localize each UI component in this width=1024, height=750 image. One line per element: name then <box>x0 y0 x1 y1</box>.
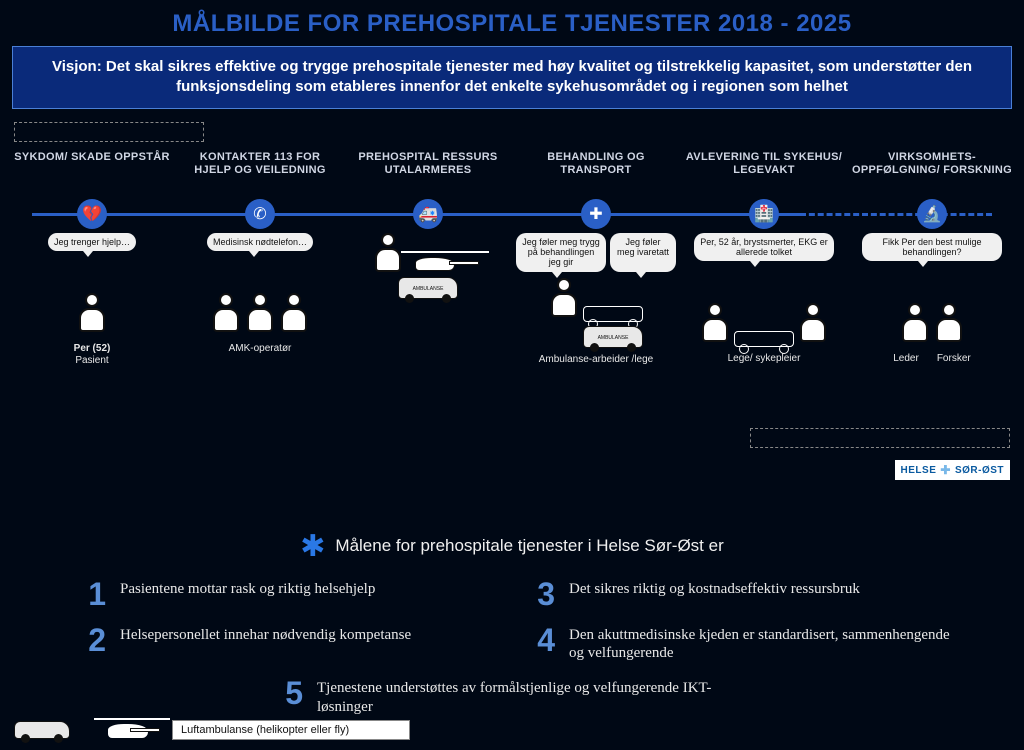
scene-caption-text: Lege/ sykepleier <box>728 353 801 364</box>
goal-number: 4 <box>519 624 555 656</box>
stage-header: AVLEVERING TIL SYKEHUS/ LEGEVAKT <box>684 151 844 179</box>
scene-caption-text: AMK-operatør <box>229 343 292 354</box>
scene-caption: Ambulanse-arbeider /lege <box>539 354 654 366</box>
stage-headers: SYKDOM/ SKADE OPPSTÅR KONTAKTER 113 FOR … <box>12 151 1012 179</box>
star-of-life-icon: ✱ <box>300 529 325 564</box>
goals-title-row: ✱ Målene for prehospitale tjenester i He… <box>0 529 1024 564</box>
scene-caption: AMK-operatør <box>229 343 292 355</box>
scene-caption: Leder Forsker <box>893 353 970 365</box>
person-patient <box>77 293 107 337</box>
goal-number: 5 <box>267 677 303 717</box>
scene: Per, 52 år, brystsmerter, EKG er allered… <box>684 233 844 393</box>
scene-caption: Lege/ sykepleier <box>728 353 801 365</box>
thought-bubble: Jeg trenger hjelp… <box>48 233 136 251</box>
goal-text: Det sikres riktig og kostnadseffektiv re… <box>569 578 954 599</box>
person-operator <box>279 293 309 337</box>
dashed-placeholder-top <box>14 122 204 142</box>
person-leader <box>900 303 930 347</box>
stage-header: KONTAKTER 113 FOR HJELP OG VEILEDNING <box>180 151 340 179</box>
stretcher-icon <box>734 331 794 347</box>
scene-caption: Per (52) Pasient <box>74 343 111 367</box>
logo-cross-icon: ✚ <box>940 463 951 477</box>
logo-text-left: HELSE <box>901 465 937 476</box>
goal-5-row: 5 Tjenestene understøttes av formålstjen… <box>0 677 1024 717</box>
timeline: SYKDOM/ SKADE OPPSTÅR KONTAKTER 113 FOR … <box>12 151 1012 451</box>
timeline-icons: 💔 ✆ 🚑 ✚ 🏥 🔬 <box>12 199 1012 229</box>
stethoscope-icon: ✚ <box>581 199 611 229</box>
person-medic <box>700 303 730 347</box>
scene: Jeg trenger hjelp… Per (52) Pasient <box>12 233 172 393</box>
phone-icon: ✆ <box>245 199 275 229</box>
ambulance-vehicle-icon: AMBULANSE <box>398 277 458 299</box>
thought-bubble: Fikk Per den best mulige behandlingen? <box>862 233 1002 262</box>
dashed-placeholder-bottom <box>750 428 1010 448</box>
legend-footer: Luftambulanse (helikopter eller fly) <box>14 718 1010 742</box>
goal-text: Tjenestene understøttes av formålstjenli… <box>317 677 757 717</box>
scene-caption-text: Ambulanse-arbeider /lege <box>539 354 654 365</box>
goal-number: 1 <box>70 578 106 610</box>
vision-label: Visjon: <box>52 58 102 75</box>
microscope-icon: 🔬 <box>917 199 947 229</box>
stage-header: BEHANDLING OG TRANSPORT <box>516 151 676 179</box>
ambulance-icon: 🚑 <box>413 199 443 229</box>
goal-text: Helsepersonellet innehar nødvendig kompe… <box>120 624 505 645</box>
scene: Jeg føler meg trygg på behandlingen jeg … <box>516 233 676 393</box>
goal-number: 3 <box>519 578 555 610</box>
org-logo: HELSE ✚ SØR-ØST <box>895 460 1010 480</box>
person-operator <box>245 293 275 337</box>
scene: Medisinsk nødtelefon… AMK-operatør <box>180 233 340 393</box>
ambulance-vehicle-icon <box>14 721 70 739</box>
thought-bubble: Medisinsk nødtelefon… <box>207 233 313 251</box>
stretcher-icon <box>583 306 643 322</box>
scene-row: Jeg trenger hjelp… Per (52) Pasient Medi… <box>12 233 1012 393</box>
stage-header: VIRKSOMHETS-OPPFØLGNING/ FORSKNING <box>852 151 1012 179</box>
person-nurse <box>798 303 828 347</box>
person-patient <box>211 293 241 337</box>
ambulance-vehicle-icon: AMBULANSE <box>583 326 643 348</box>
legend-label: Luftambulanse (helikopter eller fly) <box>172 720 410 740</box>
vision-text: Det skal sikres effektive og trygge preh… <box>106 58 972 95</box>
person-researcher <box>934 303 964 347</box>
person-operator <box>373 233 403 277</box>
goals-title: Målene for prehospitale tjenester i Hels… <box>335 536 723 556</box>
scene-caption-bold: Per (52) <box>74 343 111 354</box>
page-title: MÅLBILDE FOR PREHOSPITALE TJENESTER 2018… <box>0 0 1024 46</box>
hospital-icon: 🏥 <box>749 199 779 229</box>
goal-text: Pasientene mottar rask og riktig helsehj… <box>120 578 505 599</box>
logo-text-right: SØR-ØST <box>955 465 1004 476</box>
scene: Fikk Per den best mulige behandlingen? L… <box>852 233 1012 393</box>
thought-bubble: Per, 52 år, brystsmerter, EKG er allered… <box>694 233 834 262</box>
goal-text: Den akuttmedisinske kjeden er standardis… <box>569 624 954 664</box>
vision-box: Visjon: Det skal sikres effektive og try… <box>12 46 1012 109</box>
person-medic <box>549 278 579 322</box>
goal-number: 2 <box>70 624 106 656</box>
scene-caption-text: Forsker <box>937 353 971 365</box>
helicopter-icon <box>407 251 483 273</box>
stage-header: PREHOSPITAL RESSURS UTALARMERES <box>348 151 508 179</box>
scene-caption-text: Leder <box>893 353 919 365</box>
stage-header: SYKDOM/ SKADE OPPSTÅR <box>12 151 172 179</box>
broken-heart-icon: 💔 <box>77 199 107 229</box>
goals-grid: 1 Pasientene mottar rask og riktig helse… <box>70 578 954 664</box>
scene-caption-text: Pasient <box>75 355 108 366</box>
scene: AMBULANSE <box>348 233 508 393</box>
thought-bubble: Jeg føler meg ivaretatt <box>610 233 676 272</box>
thought-bubble: Jeg føler meg trygg på behandlingen jeg … <box>516 233 606 272</box>
helicopter-icon <box>100 718 164 738</box>
